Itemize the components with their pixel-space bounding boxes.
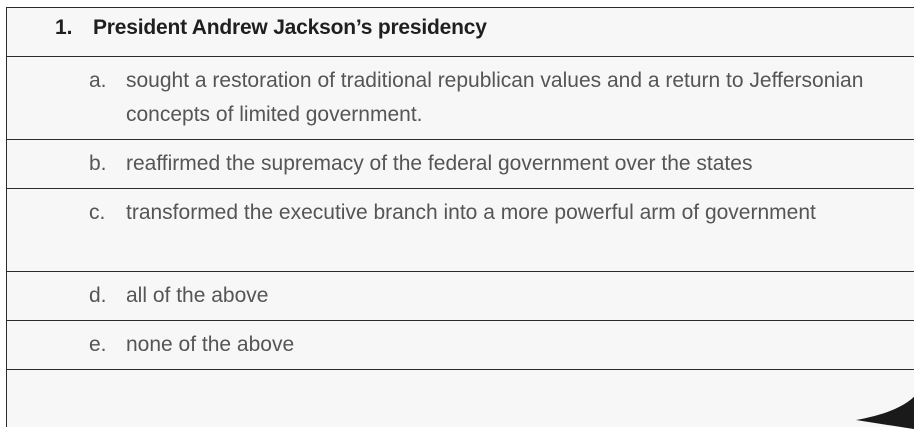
question-card: 1. President Andrew Jackson’s presidency… [6,7,914,427]
option-d[interactable]: d. all of the above [7,272,914,321]
page-curl-shape [856,396,914,430]
option-b[interactable]: b. reaffirmed the supremacy of the feder… [7,140,914,189]
option-letter: d. [89,284,107,307]
option-text: none of the above [126,333,295,356]
option-letter: e. [89,333,107,356]
option-letter: a. [89,69,107,92]
option-text: reaffirmed the supremacy of the federal … [126,152,753,175]
question-row: 1. President Andrew Jackson’s presidency [7,8,914,57]
option-letter: c. [89,201,106,224]
option-e[interactable]: e. none of the above [7,321,914,370]
option-text: sought a restoration of traditional repu… [126,69,864,126]
option-text: transformed the executive branch into a … [126,201,816,224]
option-c[interactable]: c. transformed the executive branch into… [7,189,914,272]
question-number: 1. [55,16,73,39]
option-text: all of the above [126,284,269,307]
question-text: President Andrew Jackson’s presidency [93,16,487,39]
option-letter: b. [89,152,107,175]
empty-row [7,370,914,430]
option-a[interactable]: a. sought a restoration of traditional r… [7,57,914,140]
